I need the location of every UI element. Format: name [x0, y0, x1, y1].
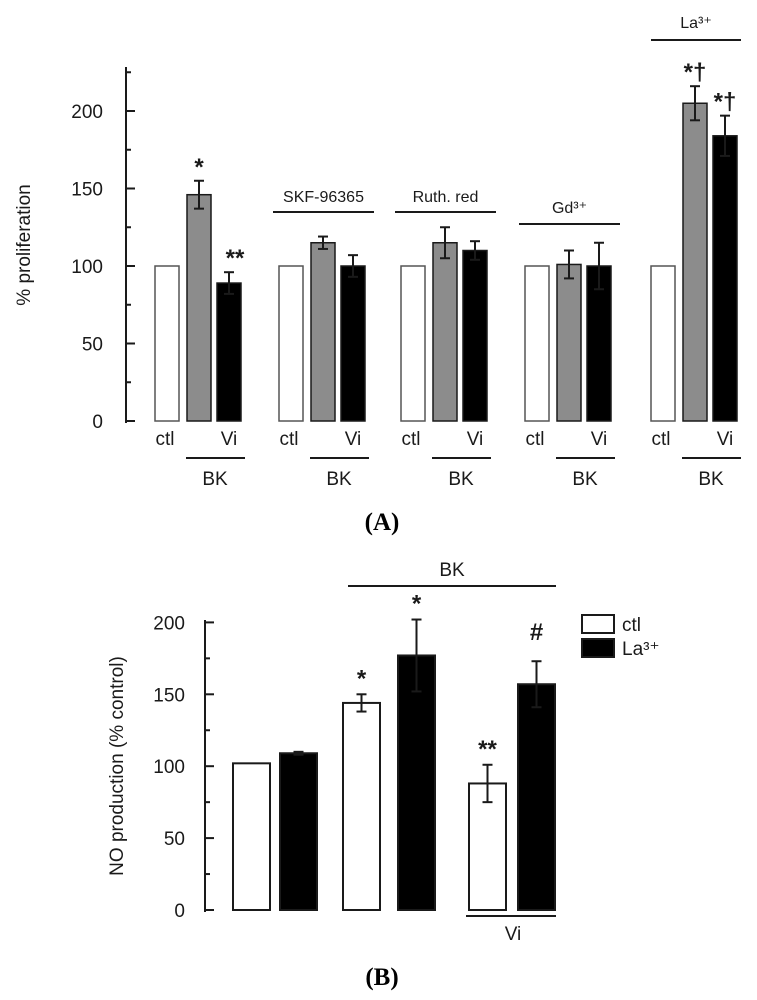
y-tick-label: 50 [164, 829, 185, 850]
bar [524, 265, 550, 422]
y-tick-label: 200 [153, 613, 185, 634]
y-tick-label: 150 [71, 180, 103, 201]
y-tick-label: 0 [174, 901, 185, 922]
bar [216, 282, 242, 422]
legend-swatch [581, 638, 615, 658]
significance-marker: * [412, 591, 422, 618]
panel-caption-b: (B) [365, 964, 398, 991]
bar [397, 654, 436, 911]
treatment-label: Ruth. red [413, 189, 479, 206]
x-tick-label-vi: Vi [591, 429, 608, 450]
bk-label: BK [698, 469, 724, 490]
bar [154, 265, 180, 422]
bar [232, 762, 271, 911]
bar [517, 683, 556, 912]
significance-marker: # [530, 619, 543, 646]
significance-marker: ** [478, 736, 497, 763]
bar [310, 242, 336, 422]
x-tick-label-vi: Vi [467, 429, 484, 450]
bk-label: BK [448, 469, 474, 490]
bar [400, 265, 426, 422]
bar [432, 242, 458, 422]
x-tick-label-vi: Vi [717, 429, 734, 450]
bar [279, 752, 318, 911]
significance-marker: *† [714, 89, 737, 116]
y-tick-label: 100 [153, 757, 185, 778]
bar [682, 102, 708, 422]
bar [462, 249, 488, 422]
significance-marker: * [357, 665, 367, 692]
x-tick-label-ctl: ctl [652, 429, 671, 450]
significance-marker: * [194, 154, 204, 181]
x-tick-label-ctl: ctl [526, 429, 545, 450]
bar [278, 265, 304, 422]
bk-label: BK [326, 469, 352, 490]
panel-caption-a: (A) [365, 509, 400, 536]
vi-label: Vi [505, 924, 522, 945]
legend-swatch [581, 614, 615, 634]
legend-label: ctl [622, 615, 641, 636]
bk-label: BK [439, 560, 465, 581]
treatment-label: SKF-96365 [283, 189, 364, 206]
bar [186, 193, 212, 422]
y-axis-label: % proliferation [14, 184, 35, 305]
legend-label: La³⁺ [622, 639, 660, 660]
treatment-label: La³⁺ [680, 15, 712, 32]
x-tick-label-ctl: ctl [402, 429, 421, 450]
significance-marker: ** [226, 245, 245, 272]
bk-label: BK [572, 469, 598, 490]
y-tick-label: 150 [153, 685, 185, 706]
x-tick-label-vi: Vi [221, 429, 238, 450]
bar [650, 265, 676, 422]
bar [340, 265, 366, 422]
x-tick-label-ctl: ctl [156, 429, 175, 450]
x-tick-label-ctl: ctl [280, 429, 299, 450]
significance-marker: *† [684, 59, 707, 86]
y-tick-label: 200 [71, 102, 103, 123]
bk-label: BK [202, 469, 228, 490]
y-axis-label: NO production (% control) [107, 656, 128, 876]
y-tick-label: 0 [92, 412, 103, 433]
y-tick-label: 100 [71, 257, 103, 278]
y-tick-label: 50 [82, 335, 103, 356]
x-tick-label-vi: Vi [345, 429, 362, 450]
bar [712, 135, 738, 422]
treatment-label: Gd³⁺ [552, 200, 587, 217]
bar [342, 701, 381, 911]
bar [556, 263, 582, 422]
